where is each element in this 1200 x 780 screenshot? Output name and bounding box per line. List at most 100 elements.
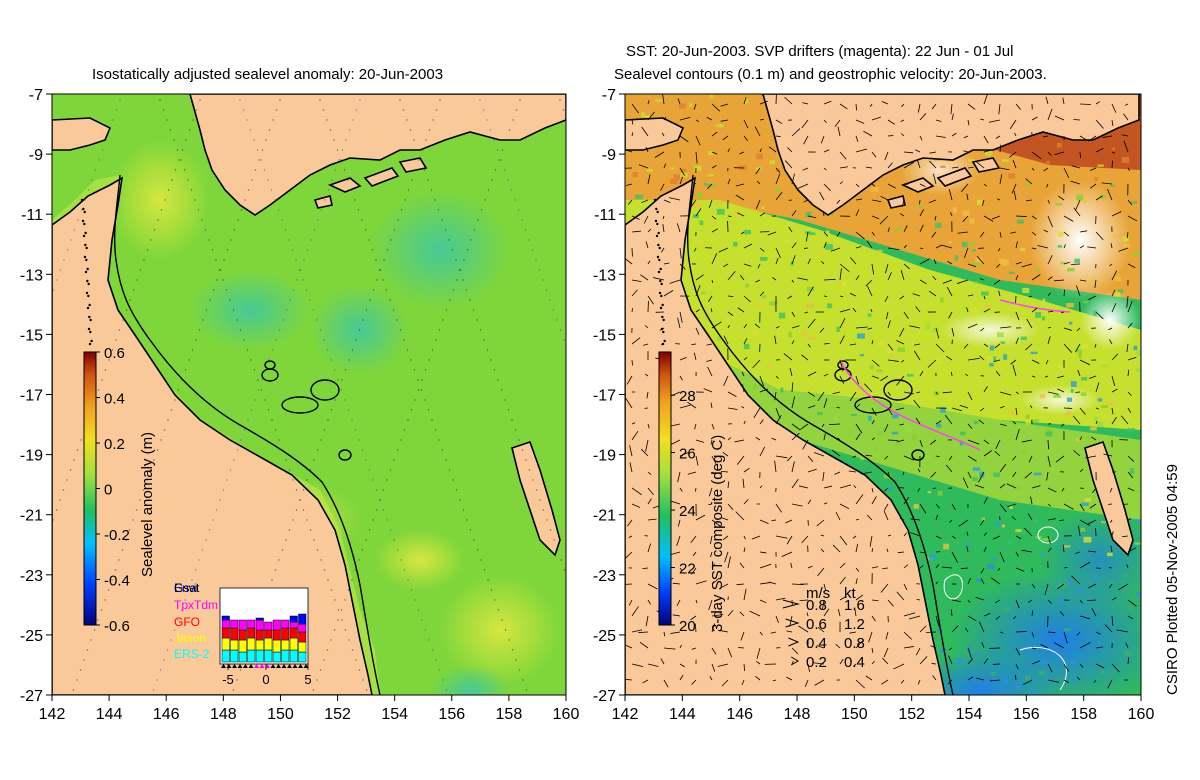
velocity-arrow <box>887 183 896 189</box>
track-point <box>192 119 194 121</box>
velocity-arrow <box>754 323 761 329</box>
track-point <box>121 549 124 551</box>
velocity-arrow <box>995 135 1001 139</box>
sst-pixel <box>707 184 712 187</box>
velocity-arrow <box>917 679 921 685</box>
track-point <box>531 249 534 251</box>
track-point <box>333 139 335 141</box>
velocity-arrow <box>755 437 761 441</box>
velocity-arrow <box>708 599 713 611</box>
velocity-arrow <box>677 471 681 483</box>
velocity-arrow <box>855 326 868 329</box>
velocity-arrow <box>871 151 877 158</box>
velocity-arrow <box>743 263 752 267</box>
satellite-bar <box>272 639 281 653</box>
track-point <box>361 449 364 451</box>
sst-cold-region <box>1040 510 1141 610</box>
velocity-legend-rows: 0.8 1.60.6 1.20.4 0.80.2 0.4 <box>782 597 865 671</box>
velocity-arrow <box>839 335 845 345</box>
track-point <box>484 199 486 201</box>
track-point <box>379 499 381 501</box>
sst-pixel <box>989 345 995 351</box>
velocity-arrow <box>644 373 649 377</box>
velocity-arrow <box>1047 276 1053 281</box>
track-point <box>542 509 545 511</box>
track-point <box>261 379 263 381</box>
velocity-arrow <box>1085 455 1097 459</box>
velocity-arrow <box>695 208 702 217</box>
track-point <box>406 119 408 121</box>
velocity-arrow <box>695 327 700 335</box>
track-point <box>399 99 401 101</box>
track-point <box>510 189 513 191</box>
track-point <box>382 279 384 281</box>
track-point <box>208 239 210 241</box>
velocity-arrow <box>788 226 793 233</box>
track-point <box>393 229 396 231</box>
velocity-arrow <box>899 295 905 300</box>
velocity-arrow <box>679 263 686 270</box>
track-point <box>77 219 79 221</box>
sst-pixel <box>755 302 761 307</box>
velocity-arrow <box>691 343 697 346</box>
track-point <box>90 639 92 641</box>
land-polygon <box>1084 440 1134 557</box>
velocity-arrow <box>645 615 649 627</box>
track-point <box>181 149 184 151</box>
track-point <box>563 339 565 341</box>
velocity-arrow <box>1031 610 1034 617</box>
track-point <box>371 249 374 251</box>
velocity-arrow <box>688 199 697 210</box>
velocity-arrow <box>663 631 666 637</box>
velocity-arrow <box>741 371 745 377</box>
velocity-arrow <box>643 343 649 346</box>
velocity-ms-value: 0.2 <box>806 654 827 671</box>
velocity-arrow <box>775 597 786 601</box>
track-point <box>188 129 191 131</box>
track-point <box>344 629 347 631</box>
satellite-bar <box>272 651 281 663</box>
reef-outline <box>837 360 849 370</box>
sst-pixel <box>967 542 971 547</box>
track-point <box>473 229 476 231</box>
velocity-arrow <box>1089 183 1097 189</box>
lat-tick-label: -15 <box>593 327 616 344</box>
velocity-arrow <box>930 439 937 445</box>
velocity-arrow <box>1047 151 1052 156</box>
velocity-arrow <box>916 159 921 169</box>
velocity-arrow <box>1125 642 1129 649</box>
track-point <box>525 689 528 691</box>
velocity-arrow <box>1021 263 1033 268</box>
velocity-arrow <box>772 679 777 682</box>
track-point <box>167 419 169 421</box>
sst-pixel <box>678 103 686 109</box>
velocity-arrow <box>791 660 794 665</box>
velocity-arrow <box>980 578 985 585</box>
sst-pixel <box>1025 418 1031 425</box>
velocity-arrow <box>1015 311 1020 321</box>
sst-pixel <box>1107 401 1115 405</box>
velocity-arrow <box>963 343 969 349</box>
velocity-arrow <box>979 355 985 361</box>
track-point <box>352 119 354 121</box>
velocity-arrow <box>903 151 914 154</box>
track-point <box>91 179 93 181</box>
track-point <box>493 139 495 141</box>
track-point <box>444 229 447 231</box>
velocity-arrow <box>790 562 793 569</box>
velocity-arrow <box>736 455 745 465</box>
sst-pixel <box>700 291 706 295</box>
velocity-arrow <box>819 191 825 201</box>
velocity-arrow <box>1025 199 1033 202</box>
sst-pixel <box>929 554 937 561</box>
track-point <box>146 249 149 251</box>
velocity-arrow <box>896 375 905 386</box>
velocity-arrow <box>753 407 761 418</box>
track-point <box>170 409 173 411</box>
velocity-arrow <box>946 355 953 361</box>
velocity-arrow <box>1063 167 1070 178</box>
track-point <box>528 239 530 241</box>
track-point <box>361 219 363 221</box>
track-point <box>313 229 316 231</box>
track-point <box>274 429 277 431</box>
